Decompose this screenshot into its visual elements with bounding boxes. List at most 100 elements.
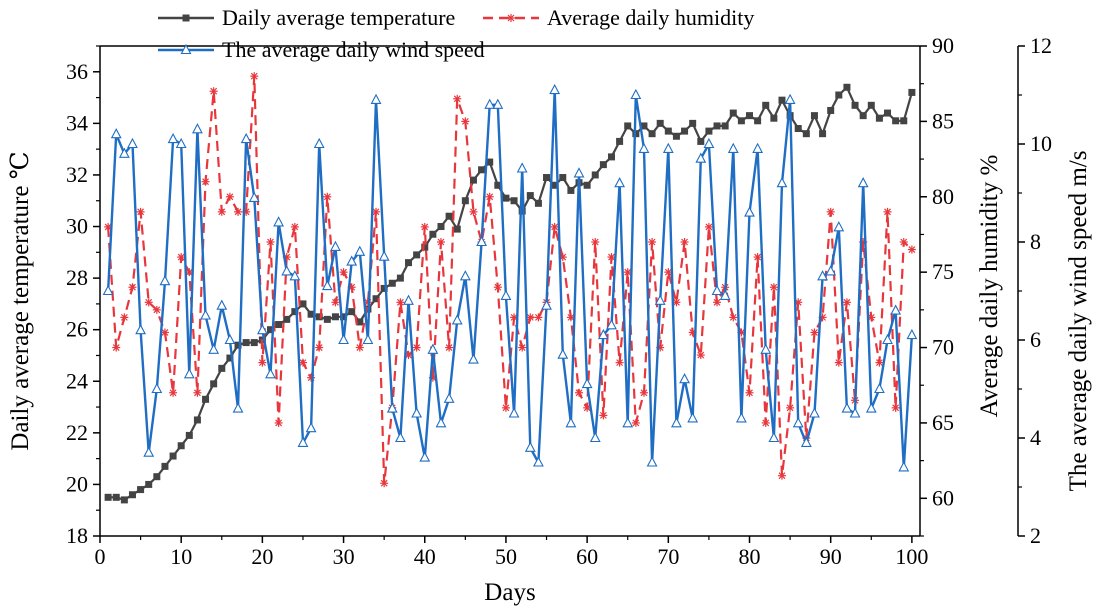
data-point xyxy=(104,493,112,501)
data-point xyxy=(875,358,884,367)
data-point xyxy=(501,403,510,412)
data-point xyxy=(697,137,705,145)
data-point xyxy=(681,127,689,135)
data-point xyxy=(225,192,234,201)
data-point xyxy=(900,117,908,125)
data-point xyxy=(412,343,421,352)
data-point xyxy=(729,109,737,117)
data-point xyxy=(273,216,285,227)
x-tick-label: 90 xyxy=(820,544,842,569)
data-point xyxy=(573,167,585,178)
data-point xyxy=(451,314,463,325)
data-point xyxy=(200,309,211,320)
data-point xyxy=(128,283,137,292)
data-point xyxy=(248,191,260,202)
data-point xyxy=(581,377,593,389)
y-tick-label-humidity: 60 xyxy=(932,485,954,510)
data-point xyxy=(453,225,461,233)
data-point xyxy=(177,442,185,450)
axes: 0 10 20 30 40 50 60 70 80 90 100182022242628303234… xyxy=(66,33,1052,569)
data-point xyxy=(873,382,885,394)
data-point xyxy=(394,431,406,443)
data-point xyxy=(275,321,283,329)
data-point xyxy=(169,452,177,460)
series-layer xyxy=(102,72,918,504)
data-point xyxy=(835,91,843,99)
data-point xyxy=(622,417,634,428)
data-point xyxy=(177,253,186,262)
legend-item-2: Average daily humidity xyxy=(483,5,754,30)
y-tick-label-temperature: 18 xyxy=(66,523,88,548)
data-point xyxy=(380,284,388,292)
data-point xyxy=(500,289,512,300)
y-tick-label-wind-speed: 6 xyxy=(1030,327,1041,352)
x-tick-label: 50 xyxy=(495,544,517,569)
data-point xyxy=(112,493,120,501)
legend-swatch-marker xyxy=(507,14,515,22)
data-point xyxy=(192,123,203,134)
data-point xyxy=(583,181,591,189)
data-point xyxy=(565,417,577,428)
data-point xyxy=(217,207,226,216)
data-point xyxy=(242,339,250,347)
data-point xyxy=(648,238,657,246)
data-point xyxy=(429,230,437,238)
series-line xyxy=(108,86,913,501)
data-point xyxy=(346,255,358,266)
y-tick-label-humidity: 80 xyxy=(932,184,954,209)
data-point xyxy=(218,364,226,372)
data-point xyxy=(226,354,234,362)
data-point xyxy=(810,112,818,120)
data-point xyxy=(784,93,796,104)
data-point xyxy=(307,373,316,382)
data-point xyxy=(445,212,453,220)
data-point xyxy=(143,446,155,457)
data-point xyxy=(746,112,754,120)
data-point xyxy=(680,238,689,246)
data-point xyxy=(624,122,632,130)
data-point xyxy=(469,176,477,184)
y-axis-title-wind-speed: The average daily wind speed m/s xyxy=(1065,151,1092,492)
data-point xyxy=(639,388,648,397)
data-point xyxy=(810,328,819,337)
data-point xyxy=(298,358,307,367)
data-point xyxy=(502,194,510,202)
data-point xyxy=(127,137,138,149)
data-point xyxy=(224,333,236,345)
data-point xyxy=(492,98,504,109)
data-point xyxy=(541,299,552,310)
data-point xyxy=(800,436,812,447)
data-point xyxy=(307,310,315,318)
data-point xyxy=(388,279,396,287)
y-tick-label-temperature: 28 xyxy=(66,265,88,290)
data-point xyxy=(405,259,413,267)
data-point xyxy=(427,343,439,354)
data-point xyxy=(516,162,528,173)
data-point xyxy=(687,412,699,423)
data-point xyxy=(719,289,731,300)
data-point xyxy=(802,130,810,138)
data-point xyxy=(794,125,802,133)
data-point xyxy=(737,117,745,125)
data-point xyxy=(614,177,626,188)
data-point xyxy=(289,270,301,281)
data-point xyxy=(145,480,153,488)
data-point xyxy=(321,279,333,291)
data-point xyxy=(711,284,723,296)
data-point xyxy=(646,456,658,467)
y-tick-label-wind-speed: 10 xyxy=(1030,131,1052,156)
x-tick-label: 20 xyxy=(251,544,273,569)
data-point xyxy=(834,358,843,367)
data-point xyxy=(485,192,494,201)
data-point xyxy=(777,471,786,480)
data-point xyxy=(551,181,559,189)
data-point xyxy=(144,298,153,307)
data-point xyxy=(266,238,275,246)
data-point xyxy=(281,265,293,276)
y-tick-label-humidity: 70 xyxy=(932,335,954,360)
data-point xyxy=(484,98,496,109)
data-point xyxy=(760,343,772,354)
y-tick-label-humidity: 65 xyxy=(932,410,954,435)
data-point xyxy=(638,142,650,153)
data-point xyxy=(703,137,715,149)
